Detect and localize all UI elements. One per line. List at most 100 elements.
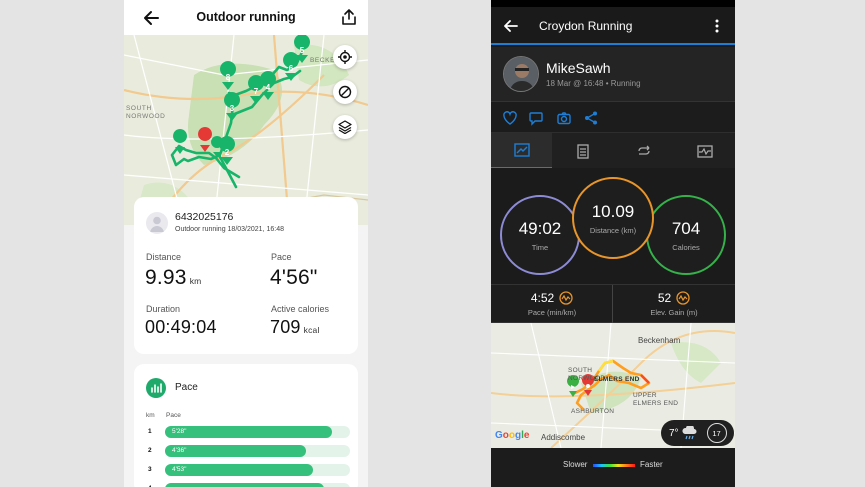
map-label-south-norwood: SOUTH NORWOOD [568, 367, 606, 382]
pace-value: 4'56" [270, 266, 318, 289]
pace-row-value: 4'36" [172, 447, 187, 454]
pace-value: 4:52 [530, 291, 555, 305]
pace-row-km: 4 [148, 485, 152, 487]
route-marker-pair[interactable] [211, 136, 224, 157]
route-marker-label: 7 [254, 87, 259, 96]
distance-label: Distance [146, 252, 182, 262]
map-label-addiscombe: Addiscombe [541, 433, 586, 442]
route-marker-label: 6 [289, 64, 294, 73]
pace-row-value: 5'28" [172, 428, 187, 435]
back-arrow-icon[interactable] [502, 17, 520, 35]
laps-icon [637, 145, 650, 155]
comment-icon[interactable] [528, 110, 544, 126]
route-marker-3[interactable]: 3 [224, 92, 241, 121]
legend-faster: Faster [640, 460, 663, 469]
activity-meta: 18 Mar @ 16:48 • Running [546, 79, 641, 88]
elevation-metric[interactable]: 52 Elev. Gain (m) [613, 285, 735, 324]
pace-bar [165, 426, 332, 438]
pace-card[interactable]: Pace km Pace 1 5'28" 2 4'36" 3 4'53" 4 [134, 364, 358, 487]
camera-icon[interactable] [556, 110, 572, 126]
pace-label: Pace [271, 252, 292, 262]
share-icon[interactable] [340, 8, 358, 26]
back-arrow-icon[interactable] [142, 8, 162, 28]
distance-value: 10.09 [591, 201, 635, 221]
route-map[interactable]: SOUTH NORWOOD BECKENHAM 8 7 4 3 6 5 2 [124, 35, 368, 225]
route-map[interactable]: Beckenham SOUTH NORWOOD ELMERS END ASHBU… [491, 323, 735, 448]
pace-section-title: Pace [175, 382, 198, 393]
heart-icon[interactable] [502, 110, 518, 126]
calories-unit: kcal [303, 325, 320, 335]
map-layers-button[interactable] [333, 115, 357, 139]
share-icon[interactable] [583, 110, 599, 126]
legend-slower: Slower [563, 460, 588, 469]
duration-label: Duration [146, 304, 181, 314]
route-marker-label: 8 [226, 73, 231, 82]
pace-row: 3 4'53" [134, 464, 358, 476]
pace-row-value: 4'53" [172, 466, 187, 473]
map-background [124, 35, 368, 225]
route-marker-2[interactable]: 2 [219, 136, 236, 165]
weather-badge[interactable]: 7° 17 [661, 420, 734, 446]
pace-column-km: km [146, 412, 155, 419]
user-id: 6432025176 [175, 211, 234, 223]
map-background [491, 323, 735, 448]
route-marker-8[interactable]: 8 [220, 61, 237, 90]
metric-divider [612, 285, 613, 324]
wind-speed-value: 17 [712, 428, 721, 438]
end-pin-icon[interactable] [582, 374, 595, 396]
avatar[interactable] [503, 56, 539, 92]
pace-column-pace: Pace [166, 412, 181, 419]
pace-color-legend: Slower Faster [491, 448, 735, 487]
outdoor-running-screen: Outdoor running [124, 0, 368, 487]
user-name: MikeSawh [546, 60, 611, 76]
temperature-value: 7° [669, 427, 679, 439]
distance-stat: 9.93 km [145, 266, 201, 290]
route-marker-7[interactable]: 7 [248, 75, 265, 104]
profile-row: MikeSawh 18 Mar @ 16:48 • Running [491, 47, 735, 101]
route-marker-label: 5 [300, 46, 305, 55]
hide-route-button[interactable] [333, 80, 357, 104]
page-title: Outdoor running [196, 10, 296, 24]
header-bar: Outdoor running [124, 0, 368, 35]
pace-row-km: 2 [148, 447, 152, 454]
map-label-beckenham: Beckenham [638, 336, 681, 345]
slash-circle-icon [338, 85, 352, 99]
target-icon [338, 50, 352, 64]
elevation-label: Elev. Gain (m) [650, 308, 698, 317]
route-marker-5[interactable]: 5 [294, 35, 310, 63]
activity-title: Croydon Running [539, 19, 633, 33]
calories-label: Calories [672, 242, 700, 252]
duration-value: 00:49:04 [145, 317, 217, 337]
wind-speed-icon: 17 [706, 423, 727, 443]
time-value: 49:02 [518, 218, 562, 238]
start-pin-icon[interactable] [173, 129, 188, 154]
activity-subtitle: Outdoor running 18/03/2021, 16:48 [175, 226, 284, 233]
layers-icon [338, 120, 352, 134]
pace-chart-icon [146, 378, 166, 398]
summary-rings: 49:02 Time 704 Calories 10.09 Distance (… [491, 168, 735, 284]
pace-metric[interactable]: 4:52 Pace (min/km) [491, 285, 613, 324]
map-label-ashburton: ASHBURTON [571, 408, 615, 415]
tab-stats[interactable] [552, 133, 613, 169]
document-icon [576, 143, 589, 159]
tab-charts[interactable] [674, 133, 735, 169]
route-marker-4[interactable]: 4 [260, 71, 277, 100]
locate-button[interactable] [333, 45, 357, 69]
end-pin-icon[interactable] [198, 127, 213, 152]
more-vertical-icon[interactable] [713, 18, 721, 34]
activity-chart-icon [696, 144, 713, 158]
route-marker-6[interactable]: 6 [283, 52, 300, 81]
tab-laps[interactable] [613, 133, 674, 169]
calories-label: Active calories [271, 304, 330, 314]
start-pin-icon[interactable] [567, 375, 580, 397]
time-label: Time [531, 242, 549, 252]
activity-tabs [491, 132, 735, 169]
map-label-beckenham: BECKENHAM [310, 57, 357, 65]
tab-overview[interactable] [491, 133, 552, 169]
rain-cloud-icon [682, 426, 697, 440]
google-logo: Google [495, 430, 530, 441]
pace-row: 4 [134, 483, 358, 487]
elevation-chart-icon [676, 291, 690, 305]
workout-summary-card: 6432025176 Outdoor running 18/03/2021, 1… [134, 197, 358, 354]
pace-label: Pace (min/km) [527, 308, 577, 317]
